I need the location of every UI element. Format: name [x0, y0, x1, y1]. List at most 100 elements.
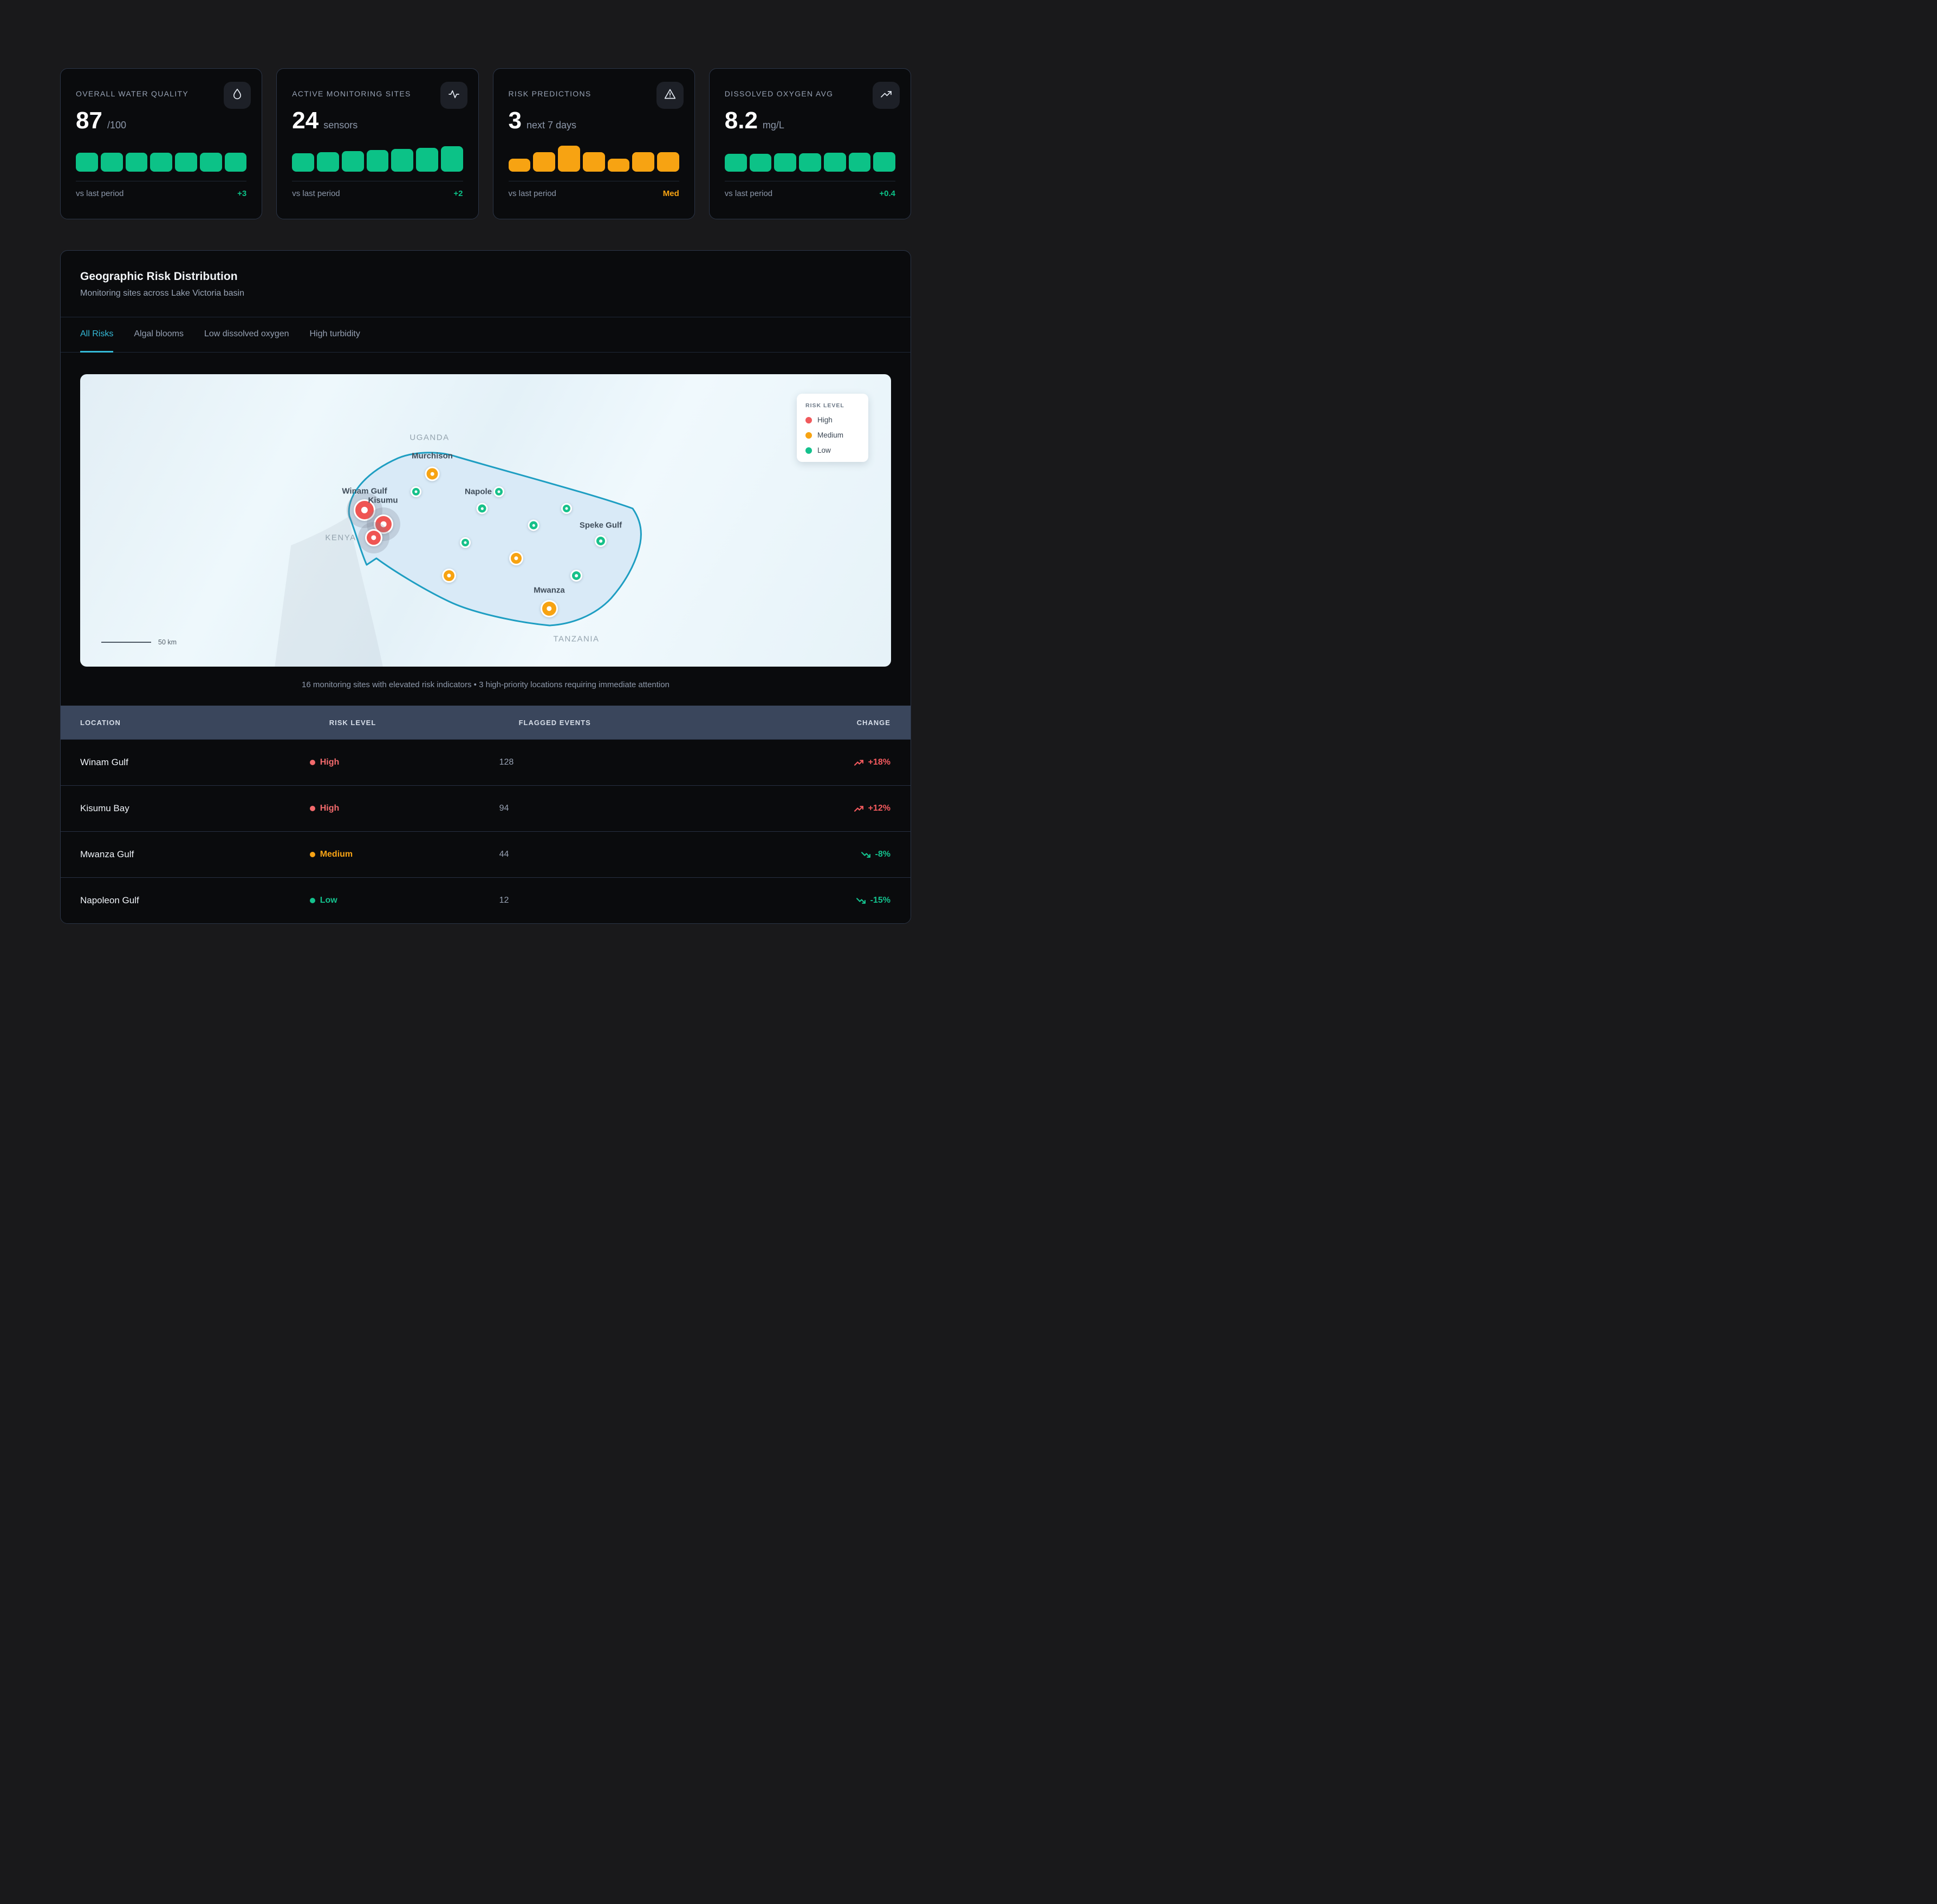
- table-row: Kisumu Bay High 94 +12%: [61, 785, 911, 831]
- card-value: 8.2: [724, 107, 758, 134]
- legend-label-high: High: [817, 416, 833, 424]
- trending-up-icon: [854, 805, 863, 812]
- change-value: +12%: [868, 804, 890, 813]
- table-row: Winam Gulf High 128 +18%: [61, 739, 911, 785]
- map-caption: 16 monitoring sites with elevated risk i…: [302, 680, 670, 689]
- map-marker-high[interactable]: [365, 529, 382, 546]
- location-cell: Mwanza Gulf: [80, 849, 134, 859]
- droplet-icon: [231, 88, 244, 103]
- site-label-murchison: Murchison: [412, 451, 453, 461]
- risk-dot: [309, 760, 315, 765]
- card-unit: next 7 days: [526, 120, 577, 131]
- risk-label: Low: [320, 896, 337, 905]
- card-title: RISK PREDICTIONS: [508, 89, 592, 98]
- risk-table: LOCATION RISK LEVEL FLAGGED EVENTS CHANG…: [61, 706, 911, 923]
- lake-victoria-map[interactable]: UGANDA KENYA TANZANIA Murchison Winam Gu…: [80, 374, 891, 667]
- scale-label: 50 km: [158, 638, 177, 646]
- map-marker-low[interactable]: [411, 486, 421, 497]
- geographic-risk-panel: Geographic Risk Distribution Monitoring …: [60, 250, 911, 924]
- tab-all-risks[interactable]: All Risks: [80, 317, 114, 353]
- trending-up-icon: [880, 88, 893, 103]
- tab-low-dissolved-oxygen[interactable]: Low dissolved oxygen: [204, 329, 289, 338]
- map-marker-high[interactable]: [354, 499, 375, 521]
- vs-last-period-label: vs last period: [292, 189, 340, 198]
- site-label-kisumu: Kisumu: [368, 495, 398, 505]
- risk-level-cell: High: [309, 758, 499, 767]
- card-unit: sensors: [323, 120, 358, 131]
- card-value: 24: [292, 107, 319, 134]
- column-header-flagged-events: FLAGGED EVENTS: [518, 718, 591, 727]
- card-risk-predictions: RISK PREDICTIONS 3 next 7 days vs last p…: [492, 68, 695, 219]
- change-cell: -8%: [754, 850, 911, 859]
- card-dissolved-oxygen-avg: DISSOLVED OXYGEN AVG 8.2 mg/L vs last pe…: [708, 68, 911, 219]
- legend-dot-medium: [805, 432, 812, 439]
- risk-label: High: [320, 804, 340, 813]
- flagged-events-cell: 12: [499, 896, 509, 905]
- legend-dot-low: [805, 447, 812, 454]
- trending-down-icon: [856, 897, 866, 904]
- risk-dot: [309, 806, 315, 811]
- flagged-events-cell: 94: [499, 804, 509, 813]
- card-title: OVERALL WATER QUALITY: [76, 89, 189, 98]
- legend-label-medium: Medium: [817, 431, 844, 439]
- site-label-mwanza: Mwanza: [534, 585, 565, 595]
- card-overall-water-quality: OVERALL WATER QUALITY 87 /100 vs last pe…: [60, 68, 263, 219]
- card-sparkline: [724, 146, 895, 172]
- card-sparkline: [508, 146, 679, 172]
- activity-icon: [447, 88, 460, 103]
- change-cell: +18%: [754, 758, 911, 767]
- delta-value: +2: [453, 189, 463, 198]
- risk-label: Medium: [320, 850, 353, 859]
- site-label-speke-gulf: Speke Gulf: [579, 520, 622, 530]
- trending-up-icon: [854, 759, 863, 766]
- table-row: Mwanza Gulf Medium 44 -8%: [61, 831, 911, 877]
- vs-last-period-label: vs last period: [724, 189, 773, 198]
- map-scale-bar: 50 km: [101, 638, 177, 646]
- page-title: Geographic Risk Distribution: [80, 270, 238, 283]
- table-header-row: LOCATION RISK LEVEL FLAGGED EVENTS CHANG…: [61, 706, 911, 739]
- risk-label: High: [320, 758, 340, 767]
- change-value: -15%: [870, 896, 890, 905]
- legend-label-low: Low: [817, 446, 831, 454]
- legend-dot-high: [805, 416, 812, 423]
- column-header-location: LOCATION: [80, 718, 121, 727]
- vs-last-period-label: vs last period: [508, 189, 556, 198]
- map-marker-low[interactable]: [595, 535, 607, 547]
- card-title: ACTIVE MONITORING SITES: [292, 89, 411, 98]
- country-label-kenya: KENYA: [325, 533, 356, 543]
- tab-high-turbidity[interactable]: High turbidity: [309, 329, 360, 338]
- risk-level-cell: Medium: [309, 850, 499, 859]
- map-marker-low[interactable]: [493, 486, 504, 497]
- lake-outline: [275, 452, 642, 667]
- location-cell: Winam Gulf: [80, 757, 128, 767]
- change-value: +18%: [868, 758, 890, 767]
- card-sparkline: [76, 146, 247, 172]
- map-marker-medium[interactable]: [509, 551, 523, 565]
- map-marker-low[interactable]: [460, 537, 471, 548]
- alert-triangle-icon: [664, 88, 677, 103]
- risk-filter-tabs: All Risks Algal blooms Low dissolved oxy…: [61, 317, 911, 353]
- vs-last-period-label: vs last period: [76, 189, 124, 198]
- map-marker-low[interactable]: [476, 503, 488, 514]
- delta-value: +0.4: [879, 189, 895, 198]
- card-active-monitoring-sites: ACTIVE MONITORING SITES 24 sensors vs la…: [276, 68, 479, 219]
- column-header-risk-level: RISK LEVEL: [329, 718, 376, 727]
- map-marker-low[interactable]: [570, 570, 582, 582]
- map-marker-low[interactable]: [561, 503, 572, 514]
- map-marker-medium[interactable]: [442, 569, 456, 583]
- map-marker-low[interactable]: [528, 519, 540, 531]
- card-value: 87: [76, 107, 102, 134]
- card-sparkline: [292, 146, 463, 172]
- change-cell: -15%: [754, 896, 911, 905]
- card-title: DISSOLVED OXYGEN AVG: [724, 89, 834, 98]
- map-marker-medium[interactable]: [541, 600, 558, 617]
- trending-down-icon: [861, 851, 870, 858]
- delta-value: +3: [237, 189, 247, 198]
- flagged-events-cell: 44: [499, 850, 509, 859]
- card-unit: mg/L: [762, 120, 784, 131]
- risk-level-cell: High: [309, 804, 499, 813]
- tab-algal-blooms[interactable]: Algal blooms: [134, 329, 184, 338]
- map-marker-medium[interactable]: [425, 466, 440, 481]
- country-label-uganda: UGANDA: [410, 433, 450, 442]
- location-cell: Kisumu Bay: [80, 803, 129, 813]
